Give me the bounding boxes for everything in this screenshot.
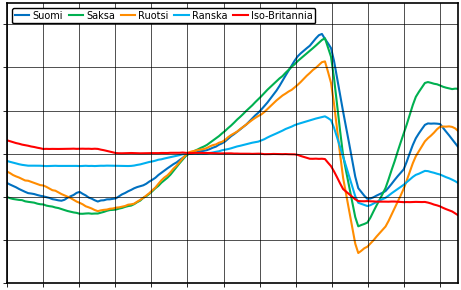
Iso-Britannia bbox=[259, 152, 264, 155]
Suomi bbox=[95, 200, 100, 203]
Suomi bbox=[319, 32, 325, 36]
Ruotsi bbox=[183, 153, 189, 157]
Ranska bbox=[365, 204, 370, 208]
Ruotsi bbox=[153, 186, 158, 189]
Saksa bbox=[183, 155, 189, 158]
Ruotsi bbox=[455, 129, 461, 133]
Iso-Britannia bbox=[316, 157, 322, 161]
Saksa bbox=[4, 195, 10, 199]
Saksa bbox=[316, 41, 322, 44]
Ruotsi bbox=[355, 251, 361, 255]
Suomi bbox=[262, 104, 267, 108]
Ruotsi bbox=[259, 113, 264, 116]
Line: Suomi: Suomi bbox=[7, 34, 458, 202]
Ranska bbox=[4, 159, 10, 163]
Line: Ruotsi: Ruotsi bbox=[7, 61, 458, 253]
Saksa bbox=[383, 186, 388, 190]
Iso-Britannia bbox=[241, 152, 246, 155]
Line: Ranska: Ranska bbox=[7, 116, 458, 206]
Iso-Britannia bbox=[153, 151, 158, 155]
Suomi bbox=[156, 173, 161, 177]
Saksa bbox=[241, 112, 246, 116]
Ranska bbox=[455, 181, 461, 185]
Ranska bbox=[241, 143, 246, 147]
Ranska bbox=[153, 159, 158, 162]
Ruotsi bbox=[316, 63, 322, 67]
Ranska bbox=[259, 139, 264, 142]
Saksa bbox=[455, 87, 461, 90]
Suomi bbox=[383, 189, 388, 193]
Iso-Britannia bbox=[4, 139, 10, 142]
Suomi bbox=[455, 145, 461, 149]
Saksa bbox=[322, 37, 328, 40]
Ranska bbox=[183, 152, 189, 155]
Suomi bbox=[186, 152, 191, 156]
Line: Saksa: Saksa bbox=[7, 38, 458, 226]
Iso-Britannia bbox=[377, 200, 382, 203]
Line: Iso-Britannia: Iso-Britannia bbox=[7, 140, 458, 215]
Suomi bbox=[4, 181, 10, 185]
Legend: Suomi, Saksa, Ruotsi, Ranska, Iso-Britannia: Suomi, Saksa, Ruotsi, Ranska, Iso-Britan… bbox=[12, 8, 315, 23]
Ranska bbox=[316, 116, 322, 119]
Ruotsi bbox=[241, 125, 246, 129]
Ruotsi bbox=[383, 225, 388, 228]
Saksa bbox=[259, 95, 264, 98]
Ranska bbox=[322, 115, 328, 118]
Suomi bbox=[243, 123, 249, 126]
Saksa bbox=[153, 186, 158, 190]
Ruotsi bbox=[322, 60, 328, 63]
Ruotsi bbox=[4, 170, 10, 173]
Ranska bbox=[383, 196, 388, 200]
Iso-Britannia bbox=[183, 151, 189, 155]
Suomi bbox=[322, 37, 328, 41]
Saksa bbox=[355, 224, 361, 228]
Iso-Britannia bbox=[455, 213, 461, 217]
